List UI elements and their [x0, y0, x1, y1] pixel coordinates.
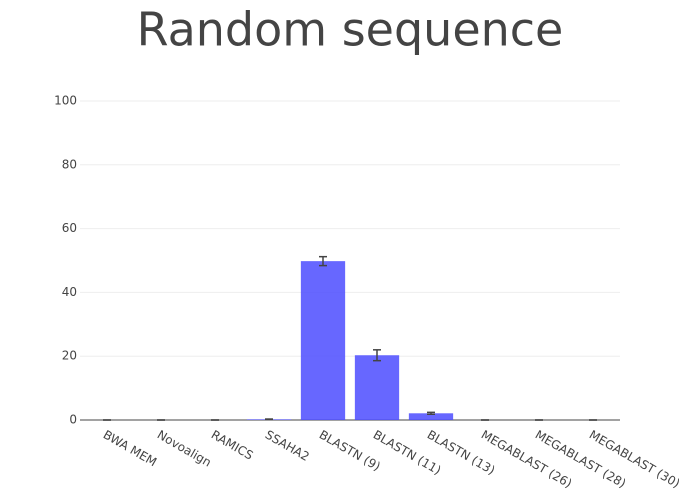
- error-bar: [265, 418, 273, 421]
- error-bar: [373, 349, 381, 362]
- x-tick-label: MEGABLAST (26): [479, 428, 575, 491]
- y-tick-label: 100: [54, 94, 77, 108]
- x-tick-label: MEGABLAST (28): [533, 428, 629, 491]
- x-tick-label: BWA MEM: [101, 428, 159, 470]
- y-tick-label: 80: [62, 157, 77, 171]
- bar: [408, 413, 454, 420]
- x-tick-label: Novoalign: [155, 428, 214, 470]
- x-tick-label: SSAHA2: [263, 428, 312, 464]
- y-tick-label: 40: [62, 285, 77, 299]
- bar: [300, 261, 346, 420]
- y-tick-label: 0: [69, 413, 77, 427]
- chart-title: Random sequence: [137, 3, 564, 57]
- bar: [354, 355, 400, 420]
- error-bar: [427, 411, 435, 416]
- y-tick-label: 20: [62, 349, 77, 363]
- y-tick-label: 60: [62, 221, 77, 235]
- error-bar: [319, 255, 327, 267]
- x-tick-label: MEGABLAST (30): [587, 428, 683, 491]
- x-tick-label: RAMICS: [209, 428, 256, 463]
